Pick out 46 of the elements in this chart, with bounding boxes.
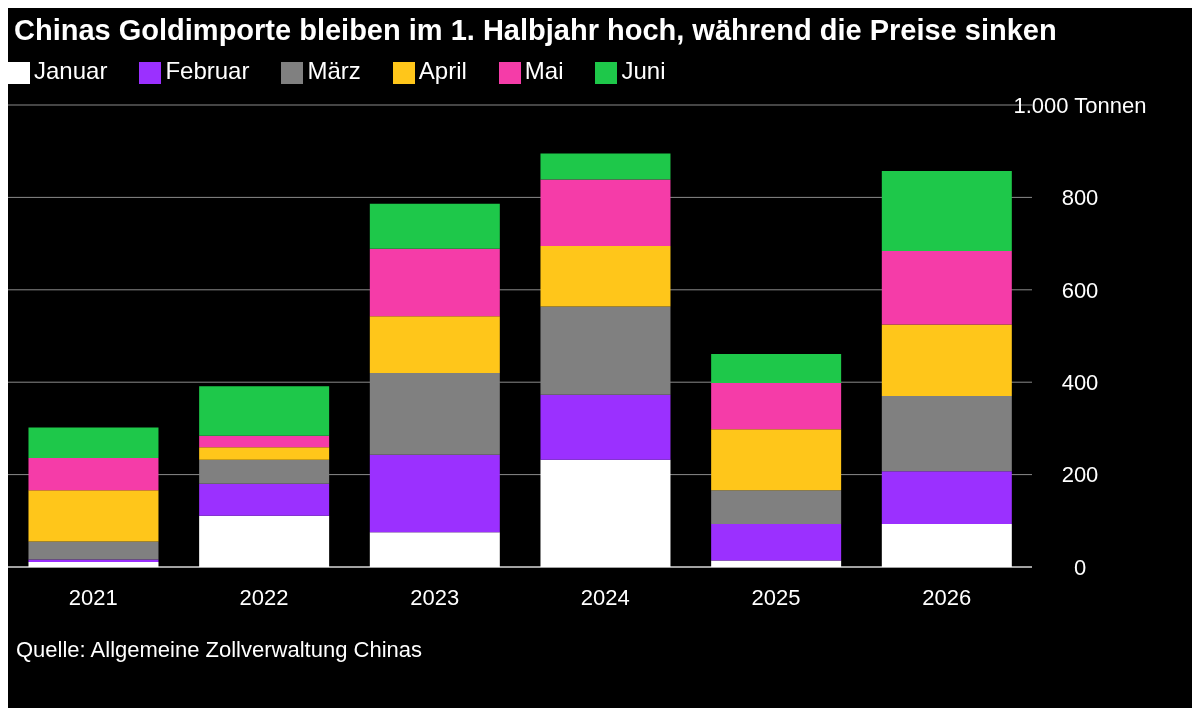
- bar: [540, 153, 671, 180]
- legend-label: Juni: [621, 57, 666, 84]
- legend-label: Mai: [524, 57, 564, 84]
- bar: [540, 245, 671, 307]
- y-tick-label: 400: [1061, 370, 1099, 396]
- y-tick-label: 1.000 Tonnen: [1013, 92, 1147, 118]
- bar: [881, 171, 1012, 251]
- bar: [199, 386, 330, 436]
- y-tick-label: 600: [1061, 277, 1099, 303]
- bar: [28, 457, 159, 491]
- bar: [881, 250, 1012, 325]
- legend-label: April: [418, 57, 467, 84]
- bar: [881, 396, 1012, 472]
- source-note: Quelle: Allgemeine Zollverwaltung Chinas: [15, 637, 423, 663]
- bar: [28, 490, 159, 542]
- y-tick-label: 200: [1061, 462, 1099, 488]
- bar: [369, 248, 500, 317]
- bar: [540, 179, 671, 246]
- x-tick-label: 2024: [580, 584, 630, 610]
- bar: [711, 354, 842, 384]
- bar: [369, 203, 500, 249]
- bar: [711, 383, 842, 430]
- bar: [711, 429, 842, 491]
- bar: [199, 447, 330, 460]
- x-tick-label: 2026: [922, 584, 972, 610]
- y-tick-label: 0: [1073, 554, 1087, 580]
- bar: [199, 483, 330, 516]
- x-tick-label: 2025: [751, 584, 801, 610]
- x-tick-label: 2021: [68, 584, 118, 610]
- legend-label: Februar: [165, 57, 250, 84]
- bar: [28, 427, 159, 458]
- x-tick-label: 2023: [410, 584, 460, 610]
- bar: [369, 454, 500, 533]
- x-tick-label: 2022: [239, 584, 289, 610]
- bar: [369, 316, 500, 373]
- bar: [540, 394, 671, 460]
- bar: [199, 435, 330, 448]
- legend-label: März: [307, 57, 361, 84]
- bar: [28, 541, 159, 560]
- chart-title: Chinas Goldimporte bleiben im 1. Halbjahr hoch, während die Preise sinken: [13, 13, 1058, 47]
- bar: [711, 490, 842, 525]
- bar: [711, 524, 842, 561]
- y-tick-label: 800: [1061, 185, 1099, 211]
- bar: [881, 324, 1012, 397]
- bar: [881, 471, 1012, 525]
- legend-label: Januar: [34, 57, 108, 84]
